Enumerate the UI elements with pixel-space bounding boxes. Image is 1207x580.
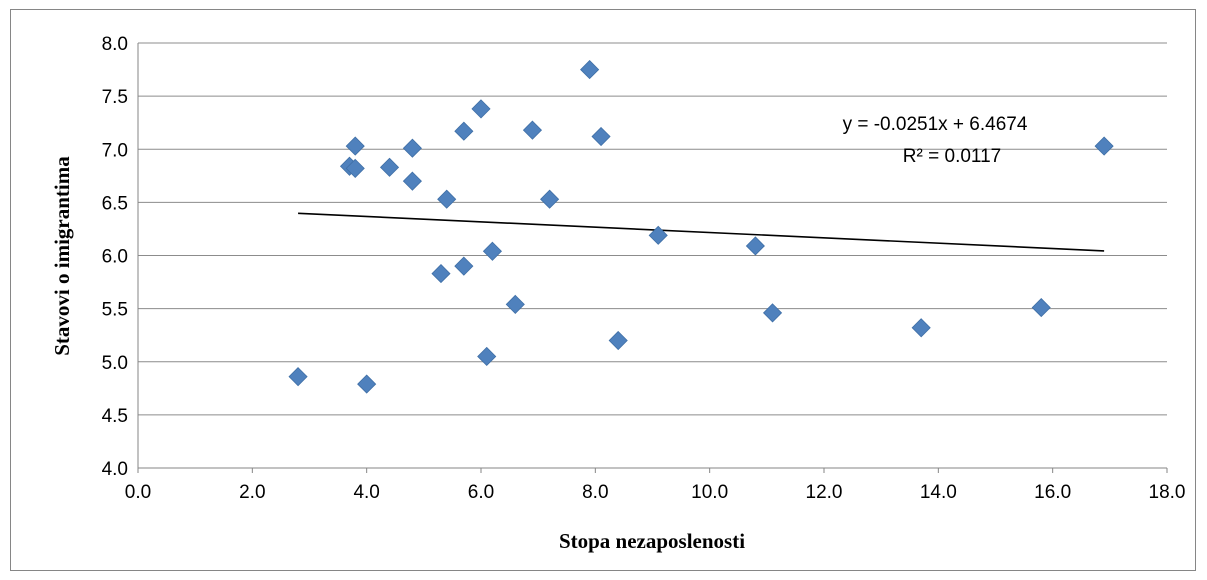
data-point xyxy=(540,189,560,209)
x-tick-label: 6.0 xyxy=(468,482,494,503)
trendline xyxy=(298,212,1105,252)
data-point xyxy=(591,126,611,147)
y-tick-label: 7.0 xyxy=(102,140,128,161)
data-point xyxy=(454,256,474,276)
data-point xyxy=(402,138,422,158)
chart-frame xyxy=(10,9,1196,571)
y-axis-title: Stavovi o imigrantima xyxy=(50,156,74,356)
trendline-r-squared: R² = 0.0117 xyxy=(903,146,1001,167)
x-axis-ticks: 0.0 2.0 4.0 6.0 8.0 10.0 12.0 14.0 16.0 18.0 xyxy=(125,482,1186,503)
data-points xyxy=(288,59,1114,394)
y-tick-label: 6.0 xyxy=(102,247,128,268)
data-point xyxy=(522,120,543,140)
y-axis-ticks: 4.0 4.5 5.0 5.5 6.0 6.5 7.0 7.5 8.0 xyxy=(102,34,128,480)
data-point xyxy=(608,330,628,351)
x-tick-label: 14.0 xyxy=(920,482,957,503)
data-point xyxy=(762,303,783,323)
data-point xyxy=(477,346,497,367)
trendline-equation: y = -0.0251x + 6.4674 xyxy=(843,114,1028,135)
y-tick-label: 8.0 xyxy=(102,34,128,55)
data-point xyxy=(648,225,668,245)
gridlines xyxy=(137,42,1168,473)
data-point xyxy=(505,294,525,314)
y-tick-label: 5.5 xyxy=(102,300,128,321)
x-tick-label: 12.0 xyxy=(806,482,843,503)
x-tick-label: 18.0 xyxy=(1149,482,1186,503)
data-point xyxy=(454,121,474,141)
y-tick-label: 6.5 xyxy=(102,193,128,214)
data-point xyxy=(288,367,308,387)
data-point xyxy=(745,236,765,256)
x-tick-label: 16.0 xyxy=(1034,482,1071,503)
x-tick-label: 4.0 xyxy=(353,482,379,503)
data-point xyxy=(345,136,365,156)
x-tick-label: 0.0 xyxy=(125,482,151,503)
y-tick-label: 4.0 xyxy=(102,459,128,480)
data-point xyxy=(580,59,600,80)
data-point xyxy=(911,318,931,338)
x-axis-title: Stopa nezaposlenosti xyxy=(559,529,745,553)
data-point xyxy=(431,263,451,284)
data-point xyxy=(379,157,400,177)
data-point xyxy=(345,158,365,178)
y-tick-label: 7.5 xyxy=(102,87,128,108)
data-point xyxy=(357,374,377,394)
y-tick-label: 5.0 xyxy=(102,353,128,374)
data-point xyxy=(482,241,502,261)
x-tick-label: 2.0 xyxy=(239,482,265,503)
data-point xyxy=(437,189,457,209)
data-point xyxy=(1094,136,1114,156)
y-tick-label: 4.5 xyxy=(102,406,128,427)
data-point xyxy=(1031,297,1051,318)
x-tick-label: 8.0 xyxy=(582,482,608,503)
x-tick-label: 10.0 xyxy=(691,482,728,503)
data-point xyxy=(402,171,422,191)
data-point xyxy=(471,99,491,119)
